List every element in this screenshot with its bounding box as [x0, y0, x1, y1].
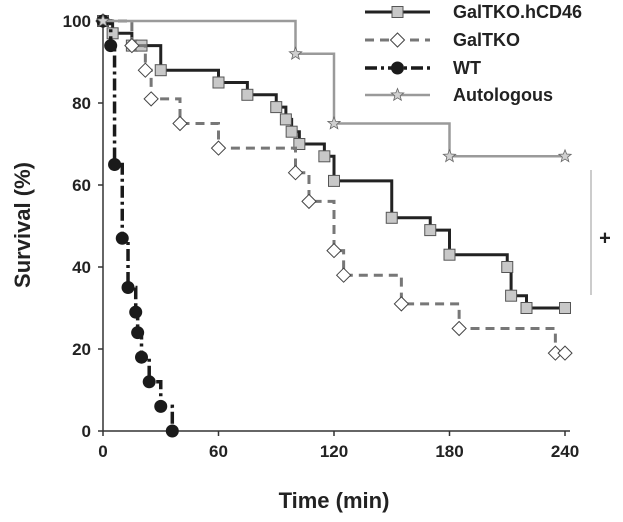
data-point: [559, 302, 571, 314]
data-point: [124, 37, 140, 54]
x-tick-label: 0: [98, 442, 107, 461]
series-line: [103, 19, 175, 431]
data-point: [241, 88, 254, 101]
legend-label: Autologous: [453, 85, 553, 105]
data-point: [326, 115, 342, 130]
legend: GalTKO.hCD46 GalTKO WT Autologous: [365, 2, 582, 105]
x-tick-label: 240: [551, 442, 579, 461]
data-point: [210, 140, 227, 156]
data-point: [385, 211, 398, 224]
data-point: [443, 248, 456, 261]
data-point: [451, 320, 467, 337]
data-point: [393, 296, 410, 312]
data-point: [301, 193, 317, 210]
data-point: [288, 46, 303, 60]
data-point: [326, 242, 342, 259]
y-axis-title: Survival (%): [10, 162, 35, 288]
data-point: [501, 261, 514, 273]
y-tick-label: 100: [63, 12, 91, 31]
data-point: [212, 76, 225, 89]
data-point: [335, 267, 352, 283]
x-axis-title: Time (min): [279, 488, 390, 513]
data-point: [106, 27, 119, 40]
legend-label: GalTKO: [453, 30, 520, 50]
data-point: [131, 326, 145, 340]
y-tick-label: 80: [72, 94, 91, 113]
data-point: [287, 164, 304, 181]
data-point: [557, 345, 573, 361]
data-point: [328, 174, 340, 187]
legend-label: WT: [453, 58, 481, 78]
y-tick-label: 0: [82, 422, 91, 441]
data-point: [557, 148, 573, 163]
legend-marker: [390, 87, 405, 102]
axes: [102, 18, 570, 432]
data-point: [505, 289, 518, 302]
data-point: [142, 375, 156, 389]
series-wt: [96, 14, 179, 438]
data-point: [115, 231, 129, 245]
annotations: +: [590, 170, 611, 295]
x-tick-label: 180: [435, 442, 463, 461]
series-autologous: [95, 13, 573, 163]
legend-marker: [391, 61, 404, 75]
data-point: [137, 62, 154, 78]
tick-labels: 0 60 120 180 240 0 20 40 60 80 100: [63, 12, 580, 461]
data-point: [104, 39, 118, 53]
data-point: [108, 158, 122, 171]
series-group: [95, 13, 573, 438]
y-tick-label: 60: [72, 176, 91, 195]
data-point: [129, 305, 143, 319]
data-point: [270, 101, 283, 114]
legend-marker: [389, 32, 406, 48]
data-point: [318, 150, 331, 163]
legend-marker: [391, 6, 404, 18]
legend-label: GalTKO.hCD46: [453, 2, 582, 22]
data-point: [135, 350, 148, 364]
x-tick-label: 60: [209, 442, 228, 461]
data-point: [293, 138, 306, 150]
significance-marker: +: [599, 227, 611, 249]
data-point: [442, 148, 457, 163]
data-point: [424, 224, 437, 237]
series-line: [103, 19, 565, 310]
data-point: [172, 115, 188, 132]
data-point: [520, 302, 533, 314]
x-tick-label: 120: [320, 442, 348, 461]
data-point: [143, 91, 159, 107]
series-galtko: [95, 13, 573, 361]
data-point: [279, 113, 292, 126]
data-point: [154, 399, 168, 413]
y-tick-label: 40: [72, 258, 91, 277]
data-point: [154, 64, 167, 77]
data-point: [165, 424, 179, 438]
y-tick-label: 20: [72, 340, 91, 359]
data-point: [285, 125, 298, 138]
data-point: [121, 281, 135, 294]
data-point: [95, 13, 111, 28]
